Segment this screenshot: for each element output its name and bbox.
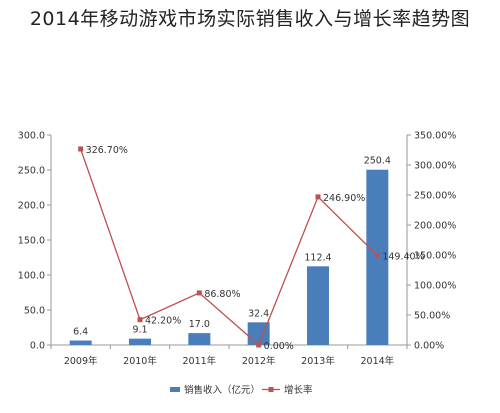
growth-marker xyxy=(196,290,202,296)
x-tick-label: 2011年 xyxy=(182,355,216,367)
legend-line-label: 增长率 xyxy=(284,384,313,396)
growth-value-label: 149.40% xyxy=(382,251,424,262)
bar-value-label: 250.4 xyxy=(364,156,391,167)
y-left-tick-label: 250.0 xyxy=(18,166,45,177)
bar-value-label: 9.1 xyxy=(132,325,147,336)
legend-bar-swatch xyxy=(170,387,180,392)
bar xyxy=(307,266,329,345)
growth-value-label: 86.80% xyxy=(204,289,240,300)
chart-title: 2014年移动游戏市场实际销售收入与增长率趋势图 xyxy=(29,8,471,30)
growth-marker xyxy=(137,317,143,323)
growth-value-label: 0.00% xyxy=(264,341,294,352)
x-tick-label: 2014年 xyxy=(360,355,394,367)
growth-marker xyxy=(374,252,380,258)
bar xyxy=(188,333,211,345)
legend: 销售收入（亿元） 增长率 xyxy=(170,384,313,396)
x-tick-label: 2013年 xyxy=(301,355,335,367)
y-left-tick-label: 0.0 xyxy=(30,341,45,352)
bar-value-label: 32.4 xyxy=(248,308,269,319)
growth-value-label: 326.70% xyxy=(86,145,128,156)
legend-line-marker xyxy=(268,387,274,392)
y-left-tick-label: 300.0 xyxy=(18,131,45,142)
chart-area: 0.0 50.0 100.0 150.0 200.0 250.0 300.0 0.00% 50.… xyxy=(18,131,456,368)
y-right-tick-label: 300.00% xyxy=(414,161,456,172)
y-right-tick-label: 150.00% xyxy=(414,251,456,262)
x-tick-label: 2012年 xyxy=(242,355,276,367)
y-left-tick-label: 150.0 xyxy=(18,236,45,247)
growth-value-label: 246.90% xyxy=(323,193,365,204)
y-right-tick-label: 250.00% xyxy=(414,191,456,202)
growth-marker xyxy=(78,146,84,152)
bar-value-label: 6.4 xyxy=(73,327,88,338)
bar xyxy=(69,340,92,345)
growth-value-label: 42.20% xyxy=(145,316,181,327)
growth-line xyxy=(80,148,378,347)
y-right-tick-label: 0.00% xyxy=(414,341,444,352)
growth-marker xyxy=(256,342,262,348)
y-left-tick-label: 50.0 xyxy=(24,306,45,317)
growth-marker xyxy=(315,194,321,200)
y-right-tick-label: 100.00% xyxy=(414,281,456,292)
y-left-tick-label: 100.0 xyxy=(18,271,45,282)
bar-value-label: 17.0 xyxy=(189,319,210,330)
legend-bar-label: 销售收入（亿元） xyxy=(184,384,260,396)
x-tick-label: 2009年 xyxy=(64,355,98,367)
y-right-tick-label: 50.00% xyxy=(414,311,450,322)
y-right-tick-label: 200.00% xyxy=(414,221,456,232)
bar xyxy=(129,338,151,345)
bar-value-label: 112.4 xyxy=(304,252,331,263)
y-right-tick-label: 350.00% xyxy=(414,131,456,142)
x-tick-label: 2010年 xyxy=(123,355,157,367)
y-left-tick-label: 200.0 xyxy=(18,201,45,212)
